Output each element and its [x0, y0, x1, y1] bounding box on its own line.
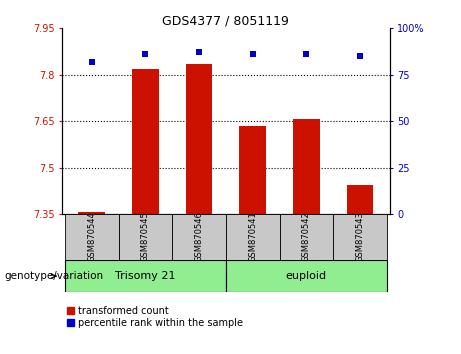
Text: genotype/variation: genotype/variation [5, 271, 104, 281]
Text: GDS4377 / 8051119: GDS4377 / 8051119 [162, 14, 290, 27]
Bar [172, 214, 226, 260]
Bar [239, 126, 266, 214]
Bar [293, 119, 320, 214]
Bar [186, 64, 213, 214]
Text: GSM870544: GSM870544 [87, 211, 96, 262]
Text: GSM870546: GSM870546 [195, 211, 204, 262]
Bar [279, 214, 333, 260]
Legend: transformed count, percentile rank within the sample: transformed count, percentile rank withi… [67, 306, 243, 328]
Bar [226, 260, 387, 292]
Text: GSM870541: GSM870541 [248, 211, 257, 262]
Bar [65, 214, 118, 260]
Point [142, 51, 149, 57]
Point [356, 53, 364, 59]
Text: GSM870542: GSM870542 [302, 211, 311, 262]
Text: GSM870543: GSM870543 [355, 211, 365, 262]
Text: Trisomy 21: Trisomy 21 [115, 271, 176, 281]
Bar [65, 260, 226, 292]
Text: GSM870545: GSM870545 [141, 211, 150, 262]
Text: euploid: euploid [286, 271, 327, 281]
Point [249, 51, 256, 57]
Point [195, 50, 203, 55]
Point [303, 51, 310, 57]
Bar [118, 214, 172, 260]
Bar [226, 214, 279, 260]
Bar [132, 69, 159, 214]
Bar [347, 185, 373, 214]
Bar [78, 212, 105, 214]
Bar [333, 214, 387, 260]
Point [88, 59, 95, 65]
